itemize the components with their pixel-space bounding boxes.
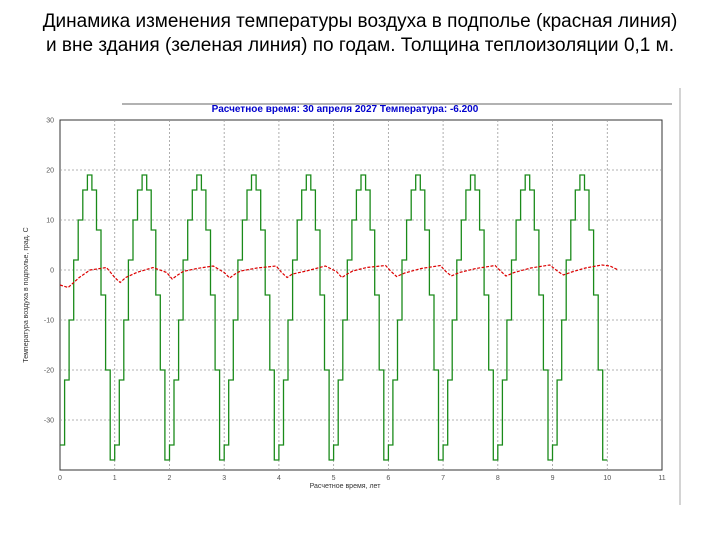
x-tick-label: 2: [168, 475, 172, 482]
y-axis-label: Температура воздуха в подполье, град. С: [23, 227, 30, 362]
x-tick-label: 3: [222, 475, 226, 482]
plot-frame: [59, 119, 663, 471]
x-tick-label: 5: [332, 475, 336, 482]
y-tick-label: 20: [46, 168, 54, 175]
y-tick-label: -30: [44, 418, 54, 425]
y-tick-label: -20: [44, 368, 54, 375]
chart-grid: [60, 120, 662, 470]
x-tick-label: 11: [658, 475, 665, 482]
y-tick-label: -10: [44, 318, 54, 325]
x-tick-label: 0: [58, 475, 62, 482]
x-tick-label: 10: [603, 475, 611, 482]
underfloor-temperature-line: [59, 264, 619, 289]
x-axis-label: Расчетное время, лет: [310, 483, 382, 490]
x-tick-label: 7: [441, 475, 445, 482]
x-tick-label: 8: [496, 475, 500, 482]
y-tick-label: 10: [46, 218, 54, 225]
y-tick-label: 0: [50, 268, 54, 275]
x-tick-label: 6: [386, 475, 390, 482]
x-tick-label: 9: [551, 475, 555, 482]
chart-header: Расчетное время: 30 апреля 2027 Температ…: [212, 104, 479, 115]
outside-temperature-line: [60, 174, 608, 461]
x-tick-label: 1: [113, 475, 117, 482]
slide-title: Динамика изменения температуры воздуха в…: [42, 11, 678, 56]
y-tick-label: 30: [46, 118, 54, 125]
x-tick-label: 4: [277, 475, 281, 482]
